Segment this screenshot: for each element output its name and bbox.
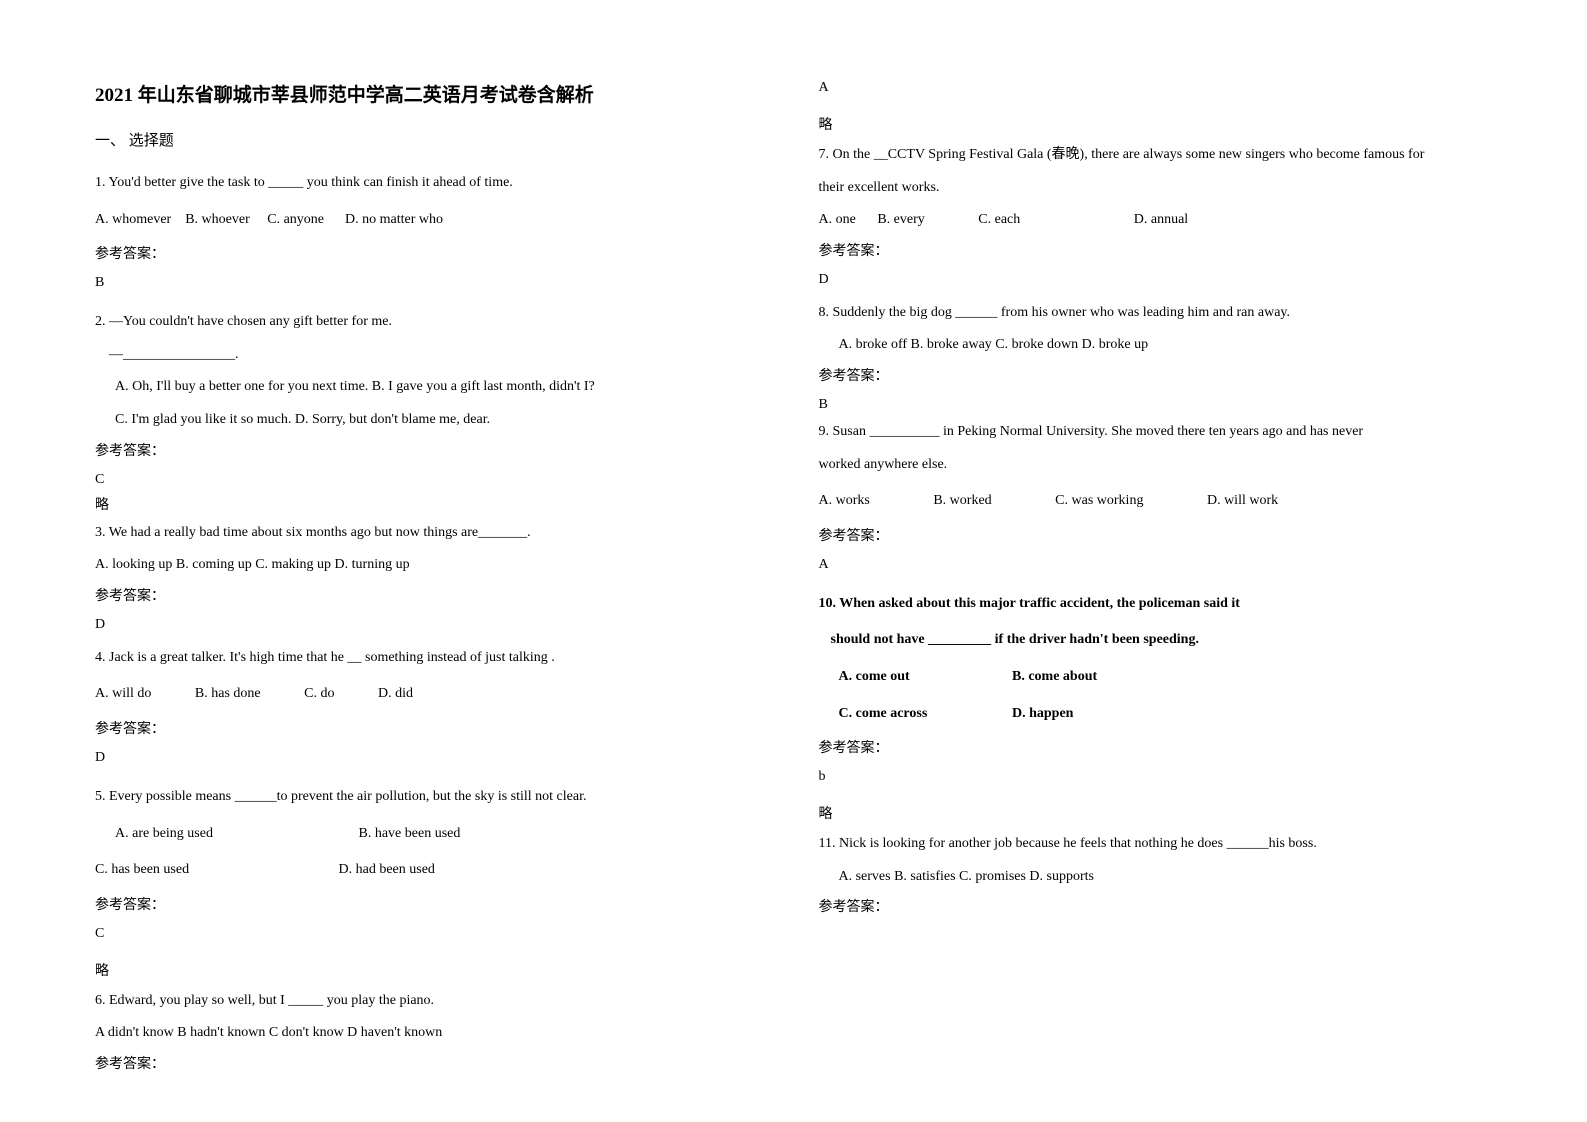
q9-answer: A — [819, 557, 1493, 573]
q4-opt-c: C. do — [304, 681, 334, 708]
q9-opt-d: D. will work — [1207, 488, 1278, 515]
q7-answer: D — [819, 272, 1493, 288]
q5-options-row1: A. are being used B. have been used — [95, 821, 769, 848]
q4-opt-a: A. will do — [95, 681, 151, 708]
q10-opt-d: D. happen — [1012, 706, 1073, 721]
q5-options-row2: C. has been used D. had been used — [95, 857, 769, 884]
question-1-options: A. whomever B. whoever C. anyone D. no m… — [95, 207, 769, 234]
q4-answer: D — [95, 750, 769, 766]
q10-options-row1: A. come out B. come about — [819, 664, 1493, 691]
q3-answer: D — [95, 617, 769, 633]
q11-options: A. serves B. satisfies C. promises D. su… — [819, 864, 1493, 891]
answer-label: 参考答案： — [95, 440, 769, 460]
q1-answer: B — [95, 275, 769, 291]
question-10-text1: 10. When asked about this major traffic … — [819, 591, 1493, 618]
question-1-text: 1. You'd better give the task to _____ y… — [95, 170, 769, 197]
q10-answer: b — [819, 769, 1493, 785]
q5-opt-b: B. have been used — [359, 826, 461, 841]
question-2-text1: 2. —You couldn't have chosen any gift be… — [95, 309, 769, 336]
answer-label: 参考答案： — [95, 585, 769, 605]
q4-opt-d: D. did — [378, 681, 413, 708]
q7-opt-b: B. every — [877, 207, 924, 234]
document-page: 2021 年山东省聊城市莘县师范中学高二英语月考试卷含解析 一、 选择题 1. … — [95, 80, 1492, 1082]
note-omit: 略 — [95, 494, 769, 514]
q5-opt-a: A. are being used — [115, 821, 355, 848]
q10-opt-c: C. come across — [839, 701, 1009, 728]
q2-opts-ab: A. Oh, I'll buy a better one for you nex… — [95, 374, 769, 401]
note-omit: 略 — [819, 803, 1493, 823]
answer-label: 参考答案： — [95, 243, 769, 263]
q5-answer: C — [95, 926, 769, 942]
question-11-text: 11. Nick is looking for another job beca… — [819, 831, 1493, 858]
question-5-text: 5. Every possible means ______to prevent… — [95, 784, 769, 811]
answer-label: 参考答案： — [819, 525, 1493, 545]
answer-label: 参考答案： — [819, 896, 1493, 916]
document-title: 2021 年山东省聊城市莘县师范中学高二英语月考试卷含解析 — [95, 80, 769, 107]
q1-opt-a: A. whomever — [95, 212, 171, 227]
q2-opts-cd: C. I'm glad you like it so much. D. Sorr… — [95, 407, 769, 434]
q1-opt-c: C. anyone — [267, 212, 324, 227]
q4-options: A. will do B. has done C. do D. did — [95, 681, 769, 708]
answer-label: 参考答案： — [95, 1053, 769, 1073]
question-9-text2: worked anywhere else. — [819, 452, 1493, 479]
q6-answer: A — [819, 80, 1493, 96]
q7-opt-c: C. each — [978, 207, 1020, 234]
q9-options: A. works B. worked C. was working D. wil… — [819, 488, 1493, 515]
q1-opt-b: B. whoever — [185, 212, 250, 227]
question-4-text: 4. Jack is a great talker. It's high tim… — [95, 645, 769, 672]
q8-answer: B — [819, 397, 1493, 413]
note-omit: 略 — [819, 114, 1493, 134]
answer-label: 参考答案： — [95, 894, 769, 914]
q3-options: A. looking up B. coming up C. making up … — [95, 552, 769, 579]
q9-opt-b: B. worked — [933, 488, 991, 515]
answer-label: 参考答案： — [819, 737, 1493, 757]
question-9-text1: 9. Susan __________ in Peking Normal Uni… — [819, 419, 1493, 446]
note-omit: 略 — [95, 960, 769, 980]
q10-opt-b: B. come about — [1012, 669, 1097, 684]
q2-answer: C — [95, 472, 769, 488]
q9-opt-a: A. works — [819, 488, 870, 515]
q7-opt-d: D. annual — [1134, 207, 1188, 234]
question-7-text1: 7. On the __CCTV Spring Festival Gala (春… — [819, 142, 1493, 169]
q7-options: A. one B. every C. each D. annual — [819, 207, 1493, 234]
q8-options: A. broke off B. broke away C. broke down… — [819, 332, 1493, 359]
q1-opt-d: D. no matter who — [345, 212, 443, 227]
answer-label: 参考答案： — [95, 718, 769, 738]
q5-opt-c: C. has been used — [95, 857, 335, 884]
question-6-text: 6. Edward, you play so well, but I _____… — [95, 988, 769, 1015]
q10-opt-a: A. come out — [839, 664, 1009, 691]
q10-options-row2: C. come across D. happen — [819, 701, 1493, 728]
q5-opt-d: D. had been used — [339, 862, 435, 877]
question-10-text2: should not have _________ if the driver … — [819, 627, 1493, 654]
question-3-text: 3. We had a really bad time about six mo… — [95, 520, 769, 547]
question-8-text: 8. Suddenly the big dog ______ from his … — [819, 300, 1493, 327]
q4-opt-b: B. has done — [195, 681, 261, 708]
section-heading: 一、 选择题 — [95, 129, 769, 150]
question-7-text2: their excellent works. — [819, 175, 1493, 202]
q6-options: A didn't know B hadn't known C don't kno… — [95, 1020, 769, 1047]
answer-label: 参考答案： — [819, 240, 1493, 260]
q9-opt-c: C. was working — [1055, 488, 1143, 515]
answer-label: 参考答案： — [819, 365, 1493, 385]
question-2-text2: —________________. — [95, 342, 769, 369]
q7-opt-a: A. one — [819, 207, 856, 234]
